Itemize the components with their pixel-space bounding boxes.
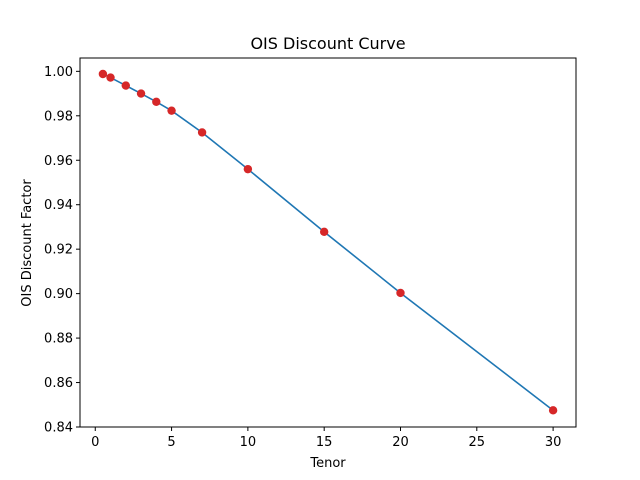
plot-area bbox=[98, 69, 558, 415]
x-tick-label: 10 bbox=[240, 435, 257, 450]
y-tick-label: 0.98 bbox=[44, 109, 73, 124]
data-point-marker bbox=[396, 288, 405, 298]
x-tick-label: 25 bbox=[469, 435, 486, 450]
y-tick-label: 1.00 bbox=[44, 65, 73, 80]
y-tick-label: 0.90 bbox=[44, 287, 73, 302]
data-point-marker bbox=[121, 81, 130, 90]
y-tick-label: 0.88 bbox=[44, 332, 73, 347]
chart-title: OIS Discount Curve bbox=[250, 34, 405, 53]
x-tick-label: 20 bbox=[392, 435, 409, 450]
y-tick-label: 0.92 bbox=[44, 243, 73, 258]
y-tick-label: 0.84 bbox=[44, 421, 73, 436]
x-axis-ticks: 0 5 10 15 20 25 30 bbox=[91, 427, 561, 450]
x-tick-label: 30 bbox=[545, 435, 562, 450]
y-tick-label: 0.96 bbox=[44, 154, 73, 169]
y-axis-ticks: 0.84 0.86 0.88 0.90 0.92 0.94 0.96 0.98 1.00 bbox=[44, 65, 80, 436]
data-point-marker bbox=[319, 227, 329, 237]
y-axis-label: OIS Discount Factor bbox=[20, 179, 35, 307]
data-point-marker bbox=[136, 89, 146, 98]
plot-frame bbox=[79, 57, 577, 428]
data-point-marker bbox=[243, 164, 253, 174]
y-tick-label: 0.86 bbox=[44, 376, 73, 391]
data-point-marker bbox=[152, 97, 161, 106]
x-tick-label: 0 bbox=[91, 435, 99, 450]
data-point-marker bbox=[197, 128, 207, 137]
x-tick-label: 15 bbox=[316, 435, 333, 450]
data-point-marker bbox=[548, 406, 558, 415]
x-tick-label: 5 bbox=[167, 435, 175, 450]
y-tick-label: 0.94 bbox=[44, 198, 73, 213]
data-point-marker bbox=[98, 69, 108, 79]
x-axis-label: Tenor bbox=[309, 456, 346, 471]
data-point-marker bbox=[106, 73, 115, 82]
data-point-marker bbox=[167, 106, 176, 115]
